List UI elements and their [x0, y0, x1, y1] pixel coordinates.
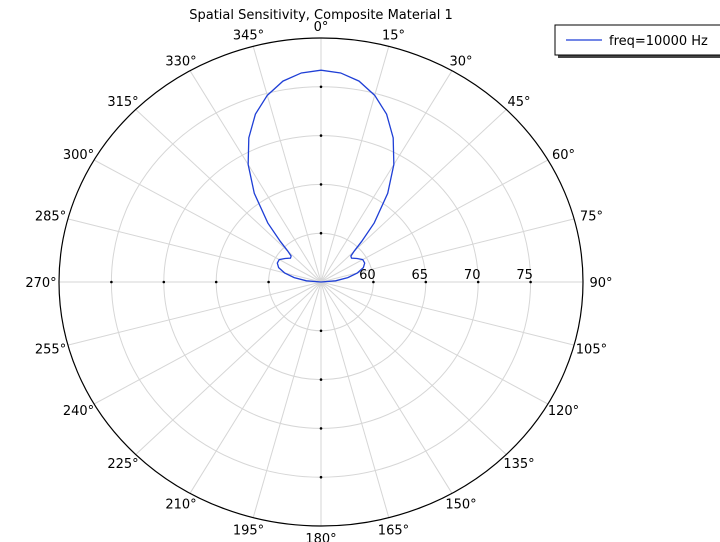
grid-spoke-195 [252, 281, 322, 518]
grid-spoke-315 [135, 109, 322, 283]
legend: freq=10000 Hz [554, 24, 720, 58]
legend-label: freq=10000 Hz [609, 34, 708, 49]
angle-tick-label: 30° [449, 54, 472, 69]
radial-tick-mark [476, 280, 480, 284]
grid-spoke-60 [320, 159, 549, 283]
angle-tick-label: 150° [445, 498, 476, 513]
grid-spoke-15 [320, 46, 390, 283]
radial-tick-mark [424, 280, 428, 284]
angle-tick-label: 0° [314, 20, 329, 35]
angle-tick-label: 135° [503, 457, 534, 472]
radial-tick-mark [214, 280, 218, 284]
grid-spoke-285 [67, 218, 322, 283]
angle-tick-label: 165° [378, 523, 409, 538]
radial-tick-mark [319, 183, 323, 186]
radial-tick-label: 75 [516, 268, 533, 283]
radial-tick-label: 70 [464, 268, 481, 283]
radial-tick-mark [319, 134, 323, 137]
grid-spoke-345 [252, 46, 322, 283]
grid-spoke-225 [135, 281, 322, 455]
angle-tick-label: 210° [165, 498, 196, 513]
radial-tick-mark [319, 85, 323, 89]
angle-tick-label: 75° [580, 210, 603, 225]
grid-spoke-30 [320, 70, 453, 283]
radial-tick-label: 65 [412, 268, 429, 283]
series-line-0 [247, 69, 395, 283]
radial-tick-mark [319, 329, 323, 333]
angle-tick-label: 225° [107, 457, 138, 472]
angle-tick-label: 45° [507, 95, 530, 110]
grid-spoke-165 [320, 281, 390, 518]
chart-title: Spatial Sensitivity, Composite Material … [189, 8, 453, 23]
angle-tick-label: 120° [548, 404, 579, 419]
radial-tick-mark [372, 280, 375, 284]
outer-axis-ellipse [58, 37, 584, 527]
grid-spoke-120 [320, 281, 549, 405]
angle-tick-label: 330° [165, 54, 196, 69]
angle-tick-label: 270° [25, 276, 56, 291]
radial-tick-labels: 60 65 70 75 [359, 268, 533, 283]
radial-tick-mark [319, 475, 323, 479]
angle-tick-label: 15° [382, 29, 405, 44]
angle-tick-label: 240° [63, 404, 94, 419]
radial-tick-mark [267, 280, 270, 284]
grid-spoke-255 [67, 281, 322, 346]
series-layer [247, 69, 395, 283]
radial-minor-ticks [110, 85, 532, 479]
grid-spoke-75 [320, 218, 575, 283]
grid-spoke-330 [189, 70, 322, 283]
grid-spoke-210 [189, 281, 322, 494]
radial-tick-mark [110, 280, 113, 284]
angle-tick-label: 60° [552, 148, 575, 163]
angle-tick-label: 285° [35, 210, 66, 225]
angle-tick-label: 195° [233, 523, 264, 538]
angle-tick-labels: 0° 15° 30° 45° 60° 75° 90° 105° 120° 135° 150° 165°… [25, 20, 612, 542]
grid-spoke-105 [320, 281, 575, 346]
angle-tick-label: 255° [35, 342, 66, 357]
radial-tick-mark [319, 427, 323, 430]
angle-tick-label: 300° [63, 148, 94, 163]
angle-tick-label: 180° [305, 532, 336, 542]
angle-tick-label: 315° [107, 95, 138, 110]
grid-spoke-300 [93, 159, 322, 283]
angle-tick-label: 90° [589, 276, 612, 291]
grid-spoke-135 [320, 281, 507, 455]
radial-tick-mark [529, 280, 532, 284]
grid-spoke-45 [320, 109, 507, 283]
radial-tick-mark [319, 378, 323, 381]
grid-spoke-240 [93, 281, 322, 405]
angle-tick-label: 105° [576, 342, 607, 357]
angle-tick-label: 345° [233, 29, 264, 44]
radial-tick-mark [162, 280, 166, 284]
radial-tick-label: 60 [359, 268, 376, 283]
radial-tick-mark [319, 231, 323, 235]
grid-spoke-150 [320, 281, 453, 494]
